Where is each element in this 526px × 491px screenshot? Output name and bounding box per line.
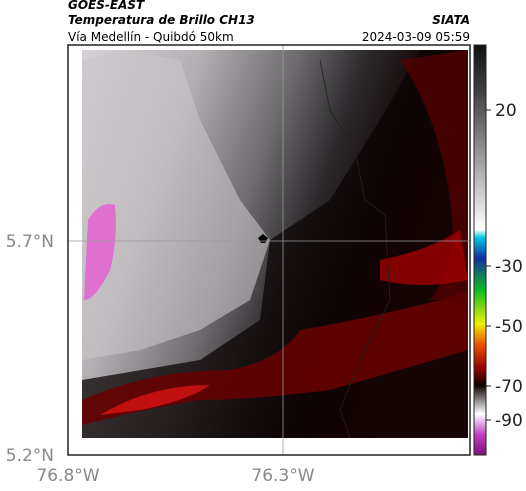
satellite-label: GOES-EAST — [68, 0, 145, 12]
lat-label: 5.7°N — [6, 232, 54, 252]
colorbar-label: -30 — [495, 257, 523, 277]
title: Temperatura de Brillo CH13 — [68, 13, 255, 27]
source: SIATA — [432, 13, 470, 27]
colorbar-label: 20 — [495, 101, 517, 121]
lat-label: 5.2°N — [6, 446, 54, 466]
timestamp: 2024-03-09 05:59 — [362, 30, 470, 44]
map-frame — [67, 44, 471, 456]
colorbar — [473, 44, 487, 456]
lon-label: 76.3°W — [251, 466, 314, 486]
colorbar-label: -70 — [495, 377, 523, 397]
colorbar-label: -50 — [495, 317, 523, 337]
imagery — [82, 50, 468, 439]
subtitle: Vía Medellín - Quibdó 50km — [68, 30, 234, 44]
colorbar-label: -90 — [495, 411, 523, 431]
colorbar-ticks: 20 -30 -50 -70 -90 — [486, 101, 523, 431]
lon-label: 76.8°W — [36, 466, 99, 486]
